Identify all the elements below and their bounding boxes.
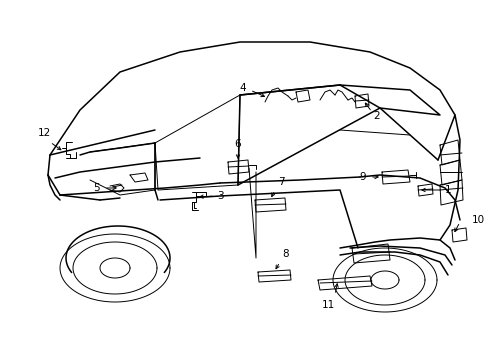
Text: 12: 12: [37, 128, 51, 138]
Text: 5: 5: [93, 183, 100, 193]
Text: 3: 3: [217, 191, 223, 201]
Text: 11: 11: [321, 300, 334, 310]
Text: 1: 1: [444, 185, 451, 195]
Text: 6: 6: [234, 139, 241, 149]
Text: 7: 7: [278, 177, 284, 187]
Text: 4: 4: [239, 83, 245, 93]
Text: 9: 9: [359, 172, 365, 182]
Text: 8: 8: [282, 249, 288, 259]
Text: 2: 2: [372, 111, 379, 121]
Text: 10: 10: [471, 215, 484, 225]
